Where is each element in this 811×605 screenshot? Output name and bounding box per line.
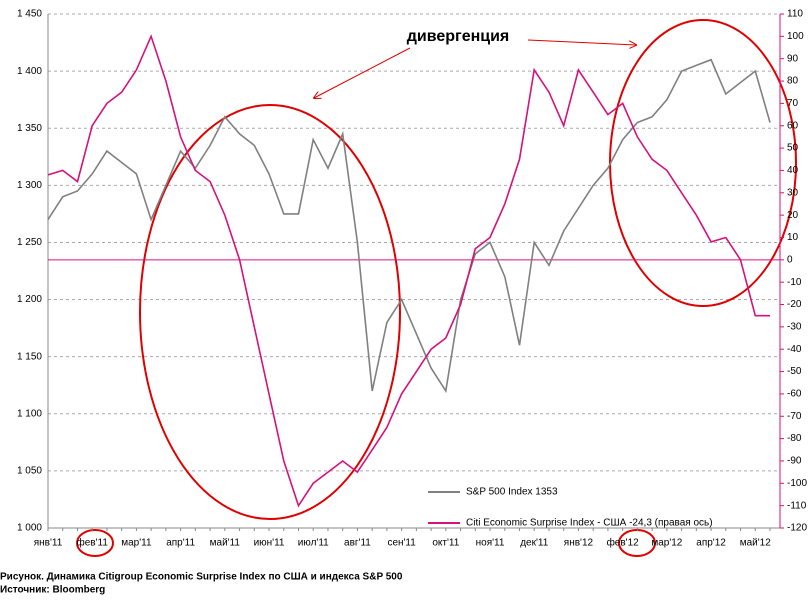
y2-tick-label: 0 bbox=[787, 254, 793, 265]
y2-tick-label: 50 bbox=[787, 143, 799, 154]
y-tick-label: 1 250 bbox=[17, 237, 42, 248]
y-tick-label: 1 400 bbox=[17, 66, 42, 77]
legend-label: Citi Economic Surprise Index - США -24,3… bbox=[466, 518, 713, 529]
y2-tick-label: 100 bbox=[787, 31, 804, 42]
x-tick-label: апр'12 bbox=[696, 538, 726, 549]
x-tick-label: апр'11 bbox=[166, 538, 195, 549]
y2-tick-label: 10 bbox=[787, 232, 799, 243]
x-tick-label: ноя'11 bbox=[476, 538, 505, 549]
y2-tick-label: -60 bbox=[787, 389, 802, 400]
x-tick-label: фев'11 bbox=[77, 537, 109, 549]
y-tick-label: 1 300 bbox=[17, 180, 42, 191]
y2-tick-label: -90 bbox=[787, 456, 802, 467]
highlight-ellipse bbox=[139, 104, 401, 520]
x-tick-label: июн'11 bbox=[254, 538, 285, 549]
y-tick-label: 1 000 bbox=[17, 523, 42, 534]
arrow bbox=[527, 39, 636, 45]
y2-tick-label: -110 bbox=[787, 500, 807, 511]
x-tick-label: мар'12 bbox=[651, 538, 682, 549]
y2-tick-label: -70 bbox=[787, 411, 802, 422]
x-tick-label: янв'11 bbox=[34, 538, 63, 549]
y2-tick-label: -120 bbox=[787, 523, 807, 534]
y2-tick-label: 70 bbox=[787, 98, 799, 109]
y-tick-label: 1 350 bbox=[17, 123, 42, 134]
y2-tick-label: 80 bbox=[787, 76, 799, 87]
y2-tick-label: 40 bbox=[787, 165, 799, 176]
y2-tick-label: 20 bbox=[787, 210, 799, 221]
y2-tick-label: -10 bbox=[787, 277, 802, 288]
y-tick-label: 1 200 bbox=[17, 294, 42, 305]
caption-source: Источник: Bloomberg bbox=[0, 585, 105, 596]
y2-tick-label: -50 bbox=[787, 366, 802, 377]
x-tick-label: мар'11 bbox=[121, 538, 152, 549]
x-tick-label: янв'12 bbox=[564, 538, 594, 549]
series-line bbox=[47, 34, 770, 508]
y2-tick-label: -40 bbox=[787, 344, 802, 355]
y-tick-label: 1 450 bbox=[17, 9, 42, 20]
series-line bbox=[47, 58, 771, 394]
y2-tick-label: -80 bbox=[787, 433, 802, 444]
legend-label: S&P 500 Index 1353 bbox=[466, 487, 558, 498]
x-tick-label: дек'11 bbox=[520, 538, 549, 549]
caption-title: Рисунок. Динамика Citigroup Economic Sur… bbox=[0, 572, 403, 583]
x-tick-label: май'11 bbox=[210, 538, 241, 549]
x-tick-label: сен'11 bbox=[387, 538, 416, 549]
y2-tick-label: 90 bbox=[787, 53, 799, 64]
y2-tick-label: 110 bbox=[787, 9, 803, 20]
y2-tick-label: -20 bbox=[787, 299, 802, 310]
annotation: дивергенция bbox=[407, 28, 510, 45]
y-tick-label: 1 150 bbox=[17, 351, 42, 362]
x-tick-label: июл'11 bbox=[298, 538, 329, 549]
y2-tick-label: 30 bbox=[787, 187, 799, 198]
y2-tick-label: -30 bbox=[787, 322, 802, 333]
x-tick-label: май'12 bbox=[740, 538, 771, 549]
x-tick-label: авг'11 bbox=[344, 538, 371, 549]
y2-tick-label: -100 bbox=[787, 478, 807, 489]
y-tick-label: 1 100 bbox=[17, 408, 42, 419]
x-tick-label: окт'11 bbox=[432, 538, 459, 549]
arrow bbox=[314, 47, 411, 98]
highlight-ellipse bbox=[76, 529, 114, 557]
x-tick-label: фев'12 bbox=[607, 537, 640, 549]
y-tick-label: 1 050 bbox=[17, 466, 42, 477]
y2-tick-label: 60 bbox=[787, 120, 799, 131]
